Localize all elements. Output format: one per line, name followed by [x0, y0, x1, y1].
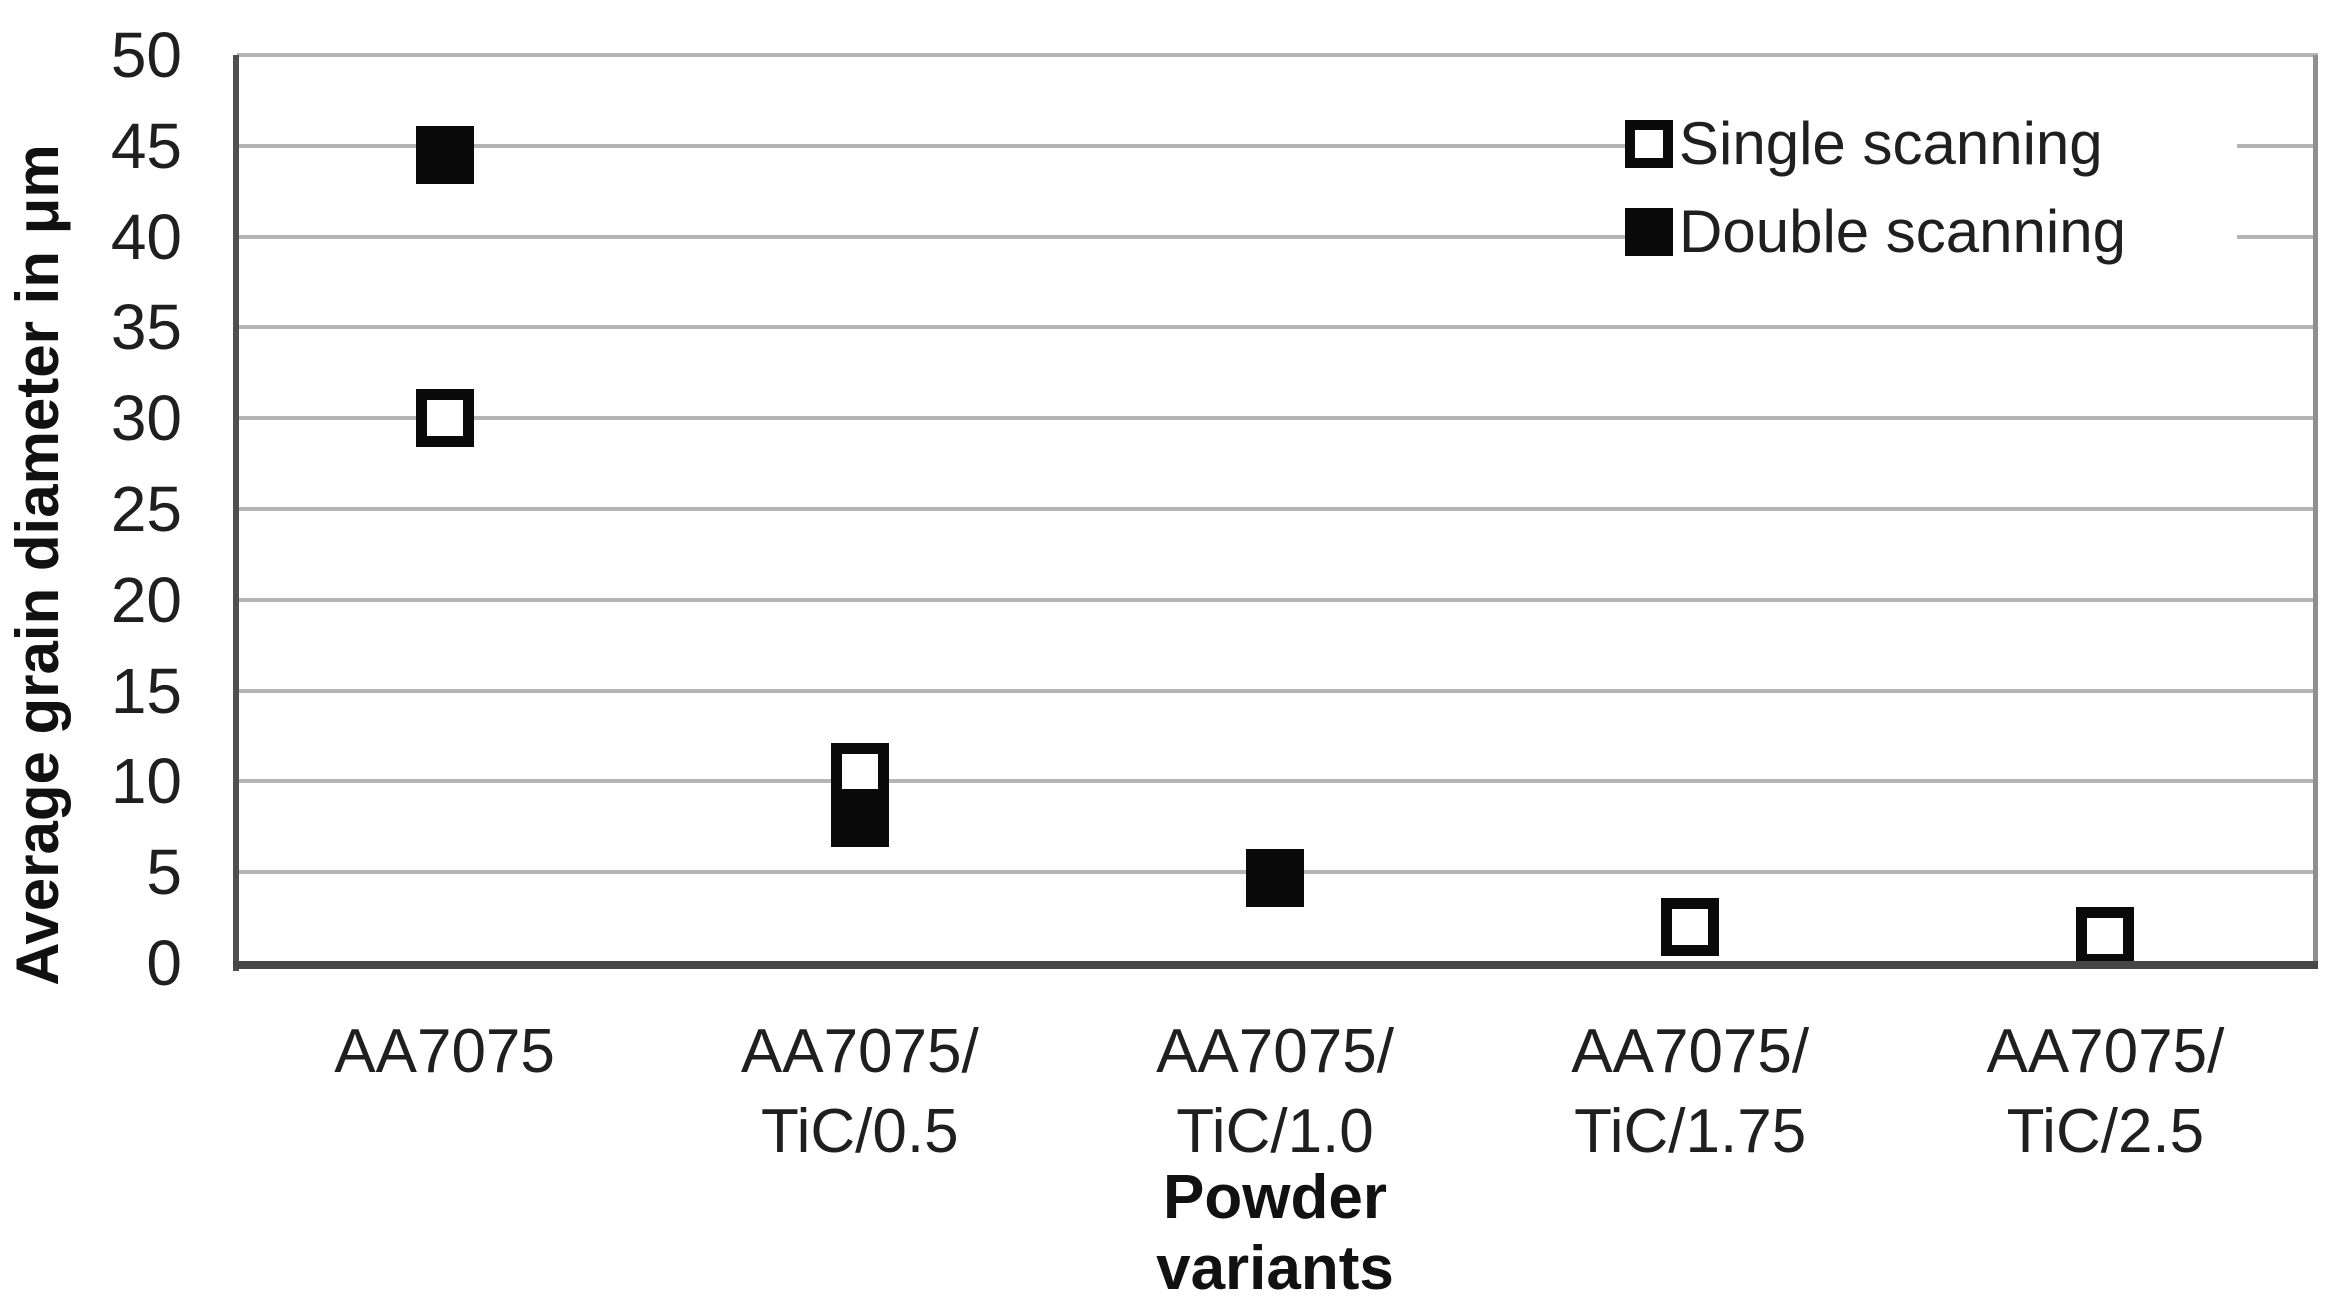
- x-axis-title: Powder variants: [1156, 1163, 1394, 1303]
- y-tick-label: 35: [110, 291, 182, 364]
- y-gridline: [237, 688, 2318, 693]
- y-tick-label: 25: [110, 473, 182, 545]
- legend-item-double-scanning: Double scanning: [1625, 188, 2237, 276]
- x-category-label: AA7075: [334, 1017, 555, 1086]
- data-point-filled-square: [830, 788, 889, 847]
- y-tick-label: 30: [110, 382, 182, 455]
- y-tick-label: 50: [110, 19, 182, 91]
- x-category-label: AA7075/TiC/1.0: [1156, 1017, 1394, 1166]
- data-point-filled-square: [415, 125, 474, 184]
- chart-container: Average grain diameter in μm Single scan…: [4, 19, 2318, 1303]
- data-point-open-square: [1661, 897, 1720, 956]
- y-gridline: [237, 234, 2318, 239]
- legend-item-single-scanning: Single scanning: [1625, 100, 2237, 188]
- plot-right-border: [2313, 55, 2318, 963]
- data-point-open-square: [415, 389, 474, 448]
- legend-label-single-scanning: Single scanning: [1679, 110, 2103, 177]
- data-point-open-square: [2076, 906, 2135, 965]
- y-gridline: [237, 507, 2318, 511]
- x-category-label: AA7075/TiC/2.5: [1986, 1017, 2225, 1166]
- y-tick-label: 5: [146, 836, 182, 909]
- y-gridline: [237, 416, 2318, 421]
- data-point-filled-square: [1246, 848, 1304, 907]
- y-gridline: [237, 779, 2318, 784]
- y-tick-label: 45: [110, 109, 182, 182]
- y-tick-label: 15: [110, 654, 182, 727]
- legend-label-double-scanning: Double scanning: [1679, 198, 2126, 265]
- x-axis-line: [233, 961, 2318, 969]
- y-axis-line: [233, 55, 239, 971]
- x-category-label: AA7075/TiC/0.5: [740, 1017, 979, 1166]
- y-gridline: [237, 143, 2318, 148]
- filled-square-marker-icon: [1625, 208, 1673, 256]
- open-square-marker-icon: [1625, 120, 1673, 168]
- y-tick-label: 20: [110, 563, 182, 636]
- legend: Single scanning Double scanning: [1625, 100, 2237, 276]
- y-tick-label: 0: [146, 927, 182, 999]
- y-gridline: [237, 325, 2318, 330]
- y-tick-label: 40: [110, 200, 182, 273]
- y-tick-label: 10: [110, 745, 182, 818]
- x-category-label: AA7075/TiC/1.75: [1571, 1017, 1810, 1166]
- y-gridline: [237, 53, 2318, 57]
- y-gridline: [237, 597, 2318, 602]
